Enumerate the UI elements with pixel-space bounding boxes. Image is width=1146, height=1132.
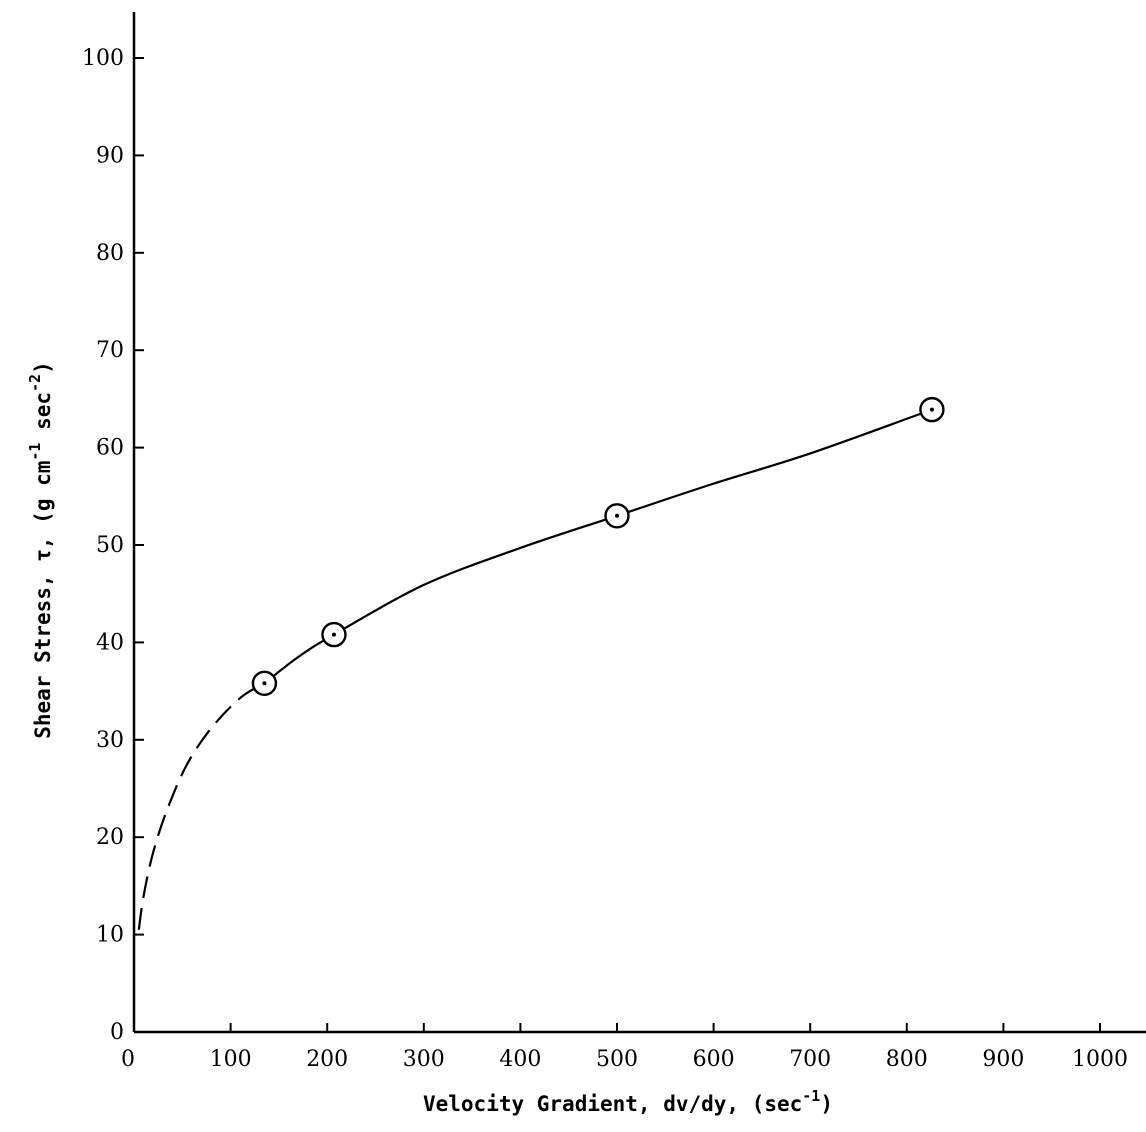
data-point — [604, 503, 630, 529]
x-tick-label: 700 — [789, 1047, 831, 1072]
x-tick-label: 200 — [306, 1047, 348, 1072]
y-tick-label: 70 — [96, 338, 124, 363]
y-tick-label: 40 — [96, 630, 124, 655]
x-tick-label: 100 — [210, 1047, 252, 1072]
x-tick-group: 0 100 200 300 400 500 600 700 800 900 1000 — [121, 1023, 1128, 1072]
y-tick-label: 20 — [96, 825, 124, 850]
x-tick-label: 0 — [121, 1047, 135, 1072]
data-point — [919, 396, 945, 423]
data-point-dot — [262, 681, 267, 686]
curve-group — [137, 408, 933, 930]
y-tick-label: 30 — [96, 728, 124, 753]
x-tick-label: 600 — [693, 1047, 735, 1072]
data-point — [251, 670, 278, 697]
y-tick-label: 50 — [96, 533, 124, 558]
fitted-curve-solid — [263, 408, 933, 685]
x-tick-label: 900 — [982, 1047, 1024, 1072]
point-group — [251, 396, 945, 697]
x-axis-title: Velocity Gradient, dv/dy, (sec-1) — [423, 1087, 833, 1116]
data-point-dot — [929, 407, 934, 412]
extrapolated-curve-dashed — [137, 682, 265, 930]
y-tick-group: 0 10 20 30 40 50 60 70 80 90 100 — [82, 46, 144, 1045]
x-tick-label: 500 — [596, 1047, 638, 1072]
data-point — [321, 621, 347, 648]
x-tick-label: 400 — [499, 1047, 541, 1072]
y-tick-label: 0 — [110, 1020, 124, 1045]
y-tick-label: 80 — [96, 241, 124, 266]
data-point-dot — [615, 513, 619, 518]
x-tick-label: 300 — [403, 1047, 445, 1072]
y-tick-label: 90 — [96, 143, 124, 168]
y-tick-label: 60 — [96, 436, 124, 461]
y-tick-label: 100 — [82, 46, 124, 71]
y-tick-label: 10 — [96, 923, 124, 948]
y-axis-title: Shear Stress, τ, (g cm-1 sec-2) — [26, 361, 55, 739]
x-tick-label: 1000 — [1072, 1047, 1128, 1072]
x-tick-label: 800 — [886, 1047, 928, 1072]
data-point-dot — [331, 632, 336, 637]
